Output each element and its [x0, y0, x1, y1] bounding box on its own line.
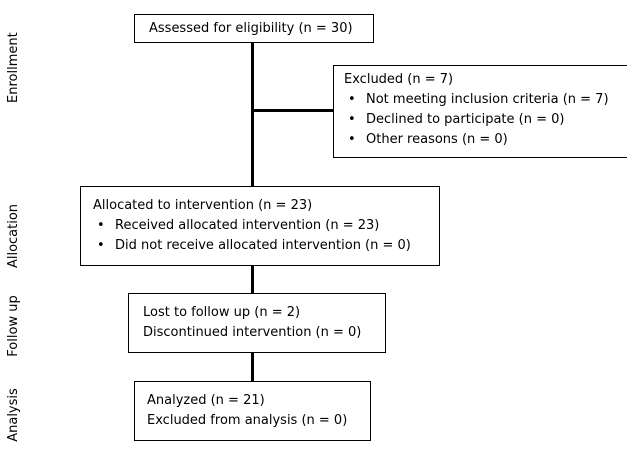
- excluded-item: Not meeting inclusion criteria (n = 7): [344, 90, 627, 110]
- stage-label-follow-up: Follow up: [6, 295, 21, 357]
- allocated-box: Allocated to intervention (n = 23) Recei…: [80, 186, 440, 266]
- excluded-box: Excluded (n = 7) Not meeting inclusion c…: [333, 65, 627, 158]
- followup-box: Lost to follow up (n = 2) Discontinued i…: [128, 293, 386, 353]
- connector-to-excluded: [251, 109, 334, 112]
- stage-label-analysis: Analysis: [6, 388, 21, 442]
- connector-followup-to-analysis: [251, 353, 254, 382]
- assessed-text: Assessed for eligibility (n = 30): [149, 21, 353, 36]
- excluded-item: Other reasons (n = 0): [344, 130, 627, 150]
- followup-line: Lost to follow up (n = 2): [143, 305, 301, 320]
- allocated-title: Allocated to intervention (n = 23): [93, 198, 313, 213]
- allocated-list: Received allocated intervention (n = 23)…: [93, 216, 439, 256]
- allocated-item: Received allocated intervention (n = 23): [93, 216, 439, 236]
- analysis-box: Analyzed (n = 21) Excluded from analysis…: [134, 381, 371, 441]
- stage-label-allocation: Allocation: [6, 203, 21, 269]
- excluded-title: Excluded (n = 7): [344, 72, 454, 87]
- excluded-item: Declined to participate (n = 0): [344, 110, 627, 130]
- connector-main-vertical: [251, 43, 254, 186]
- followup-line: Discontinued intervention (n = 0): [143, 325, 362, 340]
- allocated-item: Did not receive allocated intervention (…: [93, 236, 439, 256]
- excluded-list: Not meeting inclusion criteria (n = 7) D…: [344, 90, 627, 150]
- assessed-box: Assessed for eligibility (n = 30): [134, 14, 374, 43]
- connector-allocation-to-followup: [251, 265, 254, 294]
- analysis-line: Excluded from analysis (n = 0): [147, 413, 348, 428]
- stage-label-enrollment: Enrollment: [6, 32, 21, 103]
- analysis-line: Analyzed (n = 21): [147, 393, 265, 408]
